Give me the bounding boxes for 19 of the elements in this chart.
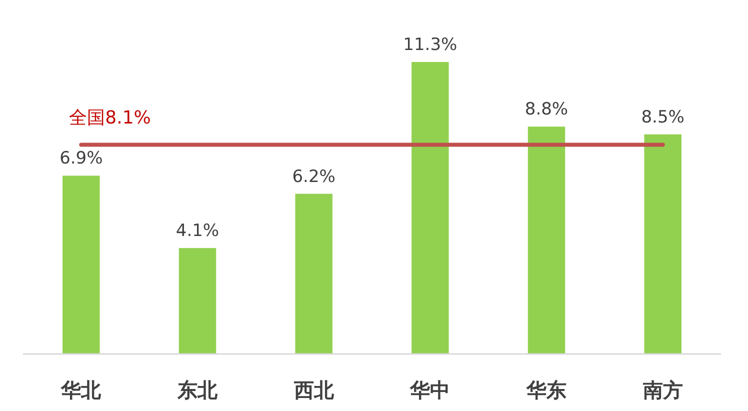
data-label: 6.2% — [292, 166, 336, 187]
x-tick-label: 华北 — [60, 378, 102, 402]
x-tick-label: 华中 — [409, 378, 450, 402]
x-tick-label: 南方 — [642, 378, 683, 402]
bar — [178, 248, 216, 354]
bar — [295, 194, 332, 354]
ref-line-label: 全国8.1% — [69, 108, 151, 129]
data-label: 11.3% — [403, 35, 458, 55]
x-tick-label: 西北 — [292, 378, 335, 402]
bar — [644, 134, 682, 354]
bar — [528, 126, 566, 354]
bar — [62, 176, 100, 354]
data-label: 8.8% — [524, 100, 568, 120]
bar — [412, 62, 449, 354]
data-label: 8.5% — [641, 107, 684, 128]
x-tick-label: 东北 — [176, 378, 218, 402]
data-label: 6.9% — [60, 148, 103, 169]
x-tick-label: 华东 — [526, 378, 566, 402]
data-label: 4.1% — [176, 221, 220, 242]
